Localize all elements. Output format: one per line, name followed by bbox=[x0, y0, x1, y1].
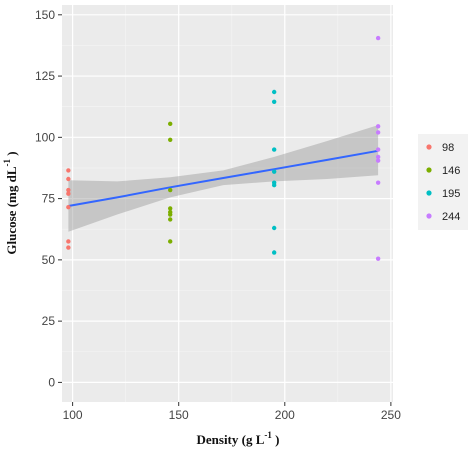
data-point-146 bbox=[168, 217, 173, 222]
data-point-195 bbox=[271, 147, 277, 152]
data-point-146 bbox=[168, 239, 173, 244]
legend-label-244: 244 bbox=[442, 211, 460, 223]
data-point-146 bbox=[168, 187, 173, 193]
legend-key-244 bbox=[426, 213, 432, 219]
data-point-195 bbox=[271, 89, 277, 95]
data-point-244 bbox=[375, 130, 381, 135]
data-points-layer bbox=[66, 35, 381, 261]
y-axis-title: Glucose (mg dL-1 ) bbox=[2, 151, 19, 254]
data-point-244 bbox=[375, 180, 381, 185]
x-axis-title-sup: -1 bbox=[264, 430, 272, 440]
axis-ticks bbox=[58, 14, 392, 406]
data-point-146 bbox=[168, 121, 173, 127]
x-axis-title: Density (g L-1 ) bbox=[197, 430, 280, 447]
data-point-98 bbox=[66, 204, 71, 210]
data-point-195 bbox=[271, 250, 277, 255]
y-tick-label: 0 bbox=[48, 375, 55, 389]
data-point-146 bbox=[168, 212, 173, 217]
legend-key-146 bbox=[426, 167, 432, 173]
x-tick-label: 250 bbox=[381, 408, 401, 422]
major-gridlines bbox=[62, 5, 393, 402]
axis-tick-labels: 100 150 200 250 0 25 50 75 100 125 150 bbox=[35, 8, 401, 422]
legend-label-146: 146 bbox=[442, 165, 460, 177]
legend-label-195: 195 bbox=[442, 188, 460, 200]
data-point-98 bbox=[66, 191, 71, 196]
x-axis-title-main: Density (g L bbox=[197, 432, 265, 447]
legend-label-98: 98 bbox=[442, 142, 454, 154]
data-point-244 bbox=[375, 147, 381, 152]
y-tick-label: 75 bbox=[42, 192, 56, 206]
y-axis-title-tail: ) bbox=[4, 151, 19, 159]
data-point-98 bbox=[66, 176, 71, 182]
y-tick-label: 100 bbox=[35, 130, 55, 144]
data-point-146 bbox=[168, 137, 173, 142]
trend-line-layer bbox=[68, 149, 379, 207]
data-point-98 bbox=[66, 245, 71, 250]
x-axis-title-tail: ) bbox=[272, 432, 280, 447]
minor-gridlines bbox=[62, 5, 393, 402]
y-tick-label: 25 bbox=[42, 314, 56, 328]
legend-key-195 bbox=[426, 190, 432, 196]
y-axis-title-main: Glucose (mg dL bbox=[4, 166, 19, 254]
x-tick-label: 100 bbox=[63, 408, 83, 422]
y-tick-label: 150 bbox=[35, 8, 55, 22]
data-point-244 bbox=[375, 158, 381, 163]
data-point-244 bbox=[375, 256, 381, 261]
data-point-244 bbox=[375, 35, 381, 41]
y-tick-label: 125 bbox=[35, 69, 55, 83]
y-axis-title-sup: -1 bbox=[2, 158, 12, 166]
data-point-195 bbox=[271, 182, 277, 188]
data-point-98 bbox=[66, 168, 71, 173]
legend: 98 146 195 244 bbox=[418, 134, 468, 230]
y-tick-label: 50 bbox=[42, 253, 56, 267]
trend-line bbox=[68, 149, 379, 207]
data-point-98 bbox=[66, 239, 71, 244]
legend-background bbox=[418, 134, 468, 230]
data-point-195 bbox=[271, 169, 277, 174]
data-point-195 bbox=[271, 225, 277, 231]
data-point-146 bbox=[168, 206, 173, 211]
x-tick-label: 200 bbox=[275, 408, 295, 422]
x-tick-label: 150 bbox=[169, 408, 189, 422]
data-point-244 bbox=[375, 154, 381, 160]
legend-key-98 bbox=[426, 144, 432, 150]
data-point-98 bbox=[66, 187, 71, 193]
data-point-244 bbox=[375, 124, 381, 129]
data-point-195 bbox=[271, 99, 277, 104]
